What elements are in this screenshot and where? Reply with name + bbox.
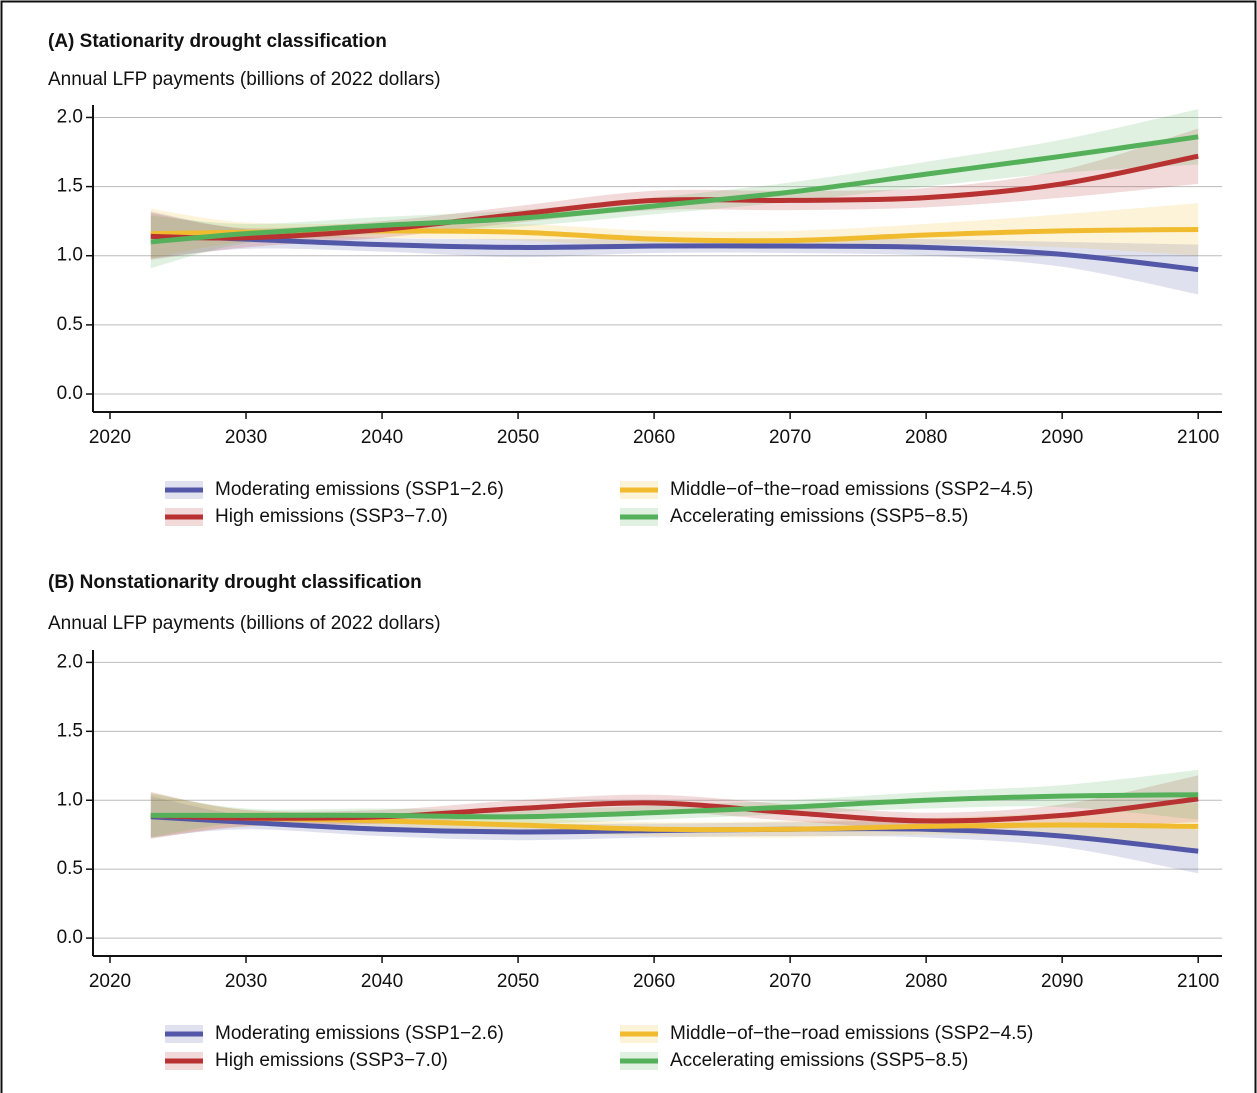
y-tick-label: 2.0 [57,651,83,672]
x-tick-label: 2100 [1177,971,1219,992]
x-tick-label: 2040 [361,971,403,992]
y-tick-label: 1.0 [57,245,83,266]
x-tick-label: 2080 [905,427,947,448]
chart-title: (A) Stationarity drought classification [48,31,387,52]
line [150,796,1199,824]
x-tick-label: 2070 [769,427,811,448]
y-tick-label: 1.5 [57,176,83,197]
line [150,153,1199,241]
y-axis-label: Annual LFP payments (billions of 2022 do… [48,69,441,90]
x-tick-label: 2090 [1041,971,1083,992]
x-tick-label: 2060 [633,427,675,448]
y-tick-label: 2.0 [57,106,83,127]
x-tick-label: 2030 [225,971,267,992]
x-tick-label: 2050 [497,971,539,992]
legend-label: Middle−of−the−road emissions (SSP2−4.5) [670,479,1033,500]
y-tick-label: 0.5 [57,314,83,335]
x-tick-label: 2030 [225,427,267,448]
legend-label: Accelerating emissions (SSP5−8.5) [670,1050,968,1071]
chart-title: (B) Nonstationarity drought classificati… [48,572,422,593]
y-axis-label: Annual LFP payments (billions of 2022 do… [48,613,441,634]
y-tick-label: 0.0 [57,383,83,404]
legend-label: Moderating emissions (SSP1−2.6) [215,479,504,500]
y-tick-label: 0.5 [57,858,83,879]
confidence-band [150,211,1199,295]
x-tick-label: 2020 [89,427,131,448]
line [150,792,1199,820]
line [150,134,1199,245]
line [150,232,1199,273]
confidence-band [150,796,1199,874]
x-tick-label: 2080 [905,971,947,992]
y-tick-label: 0.0 [57,927,83,948]
y-tick-label: 1.0 [57,789,83,810]
y-tick-label: 1.5 [57,720,83,741]
legend-label: High emissions (SSP3−7.0) [215,506,448,527]
legend-label: Moderating emissions (SSP1−2.6) [215,1023,504,1044]
legend-label: Middle−of−the−road emissions (SSP2−4.5) [670,1023,1033,1044]
x-tick-label: 2050 [497,427,539,448]
x-tick-label: 2060 [633,971,675,992]
x-tick-label: 2070 [769,971,811,992]
x-tick-label: 2090 [1041,427,1083,448]
x-tick-label: 2020 [89,971,131,992]
x-tick-label: 2100 [1177,427,1219,448]
legend-label: High emissions (SSP3−7.0) [215,1050,448,1071]
x-tick-label: 2040 [361,427,403,448]
legend-label: Accelerating emissions (SSP5−8.5) [670,506,968,527]
